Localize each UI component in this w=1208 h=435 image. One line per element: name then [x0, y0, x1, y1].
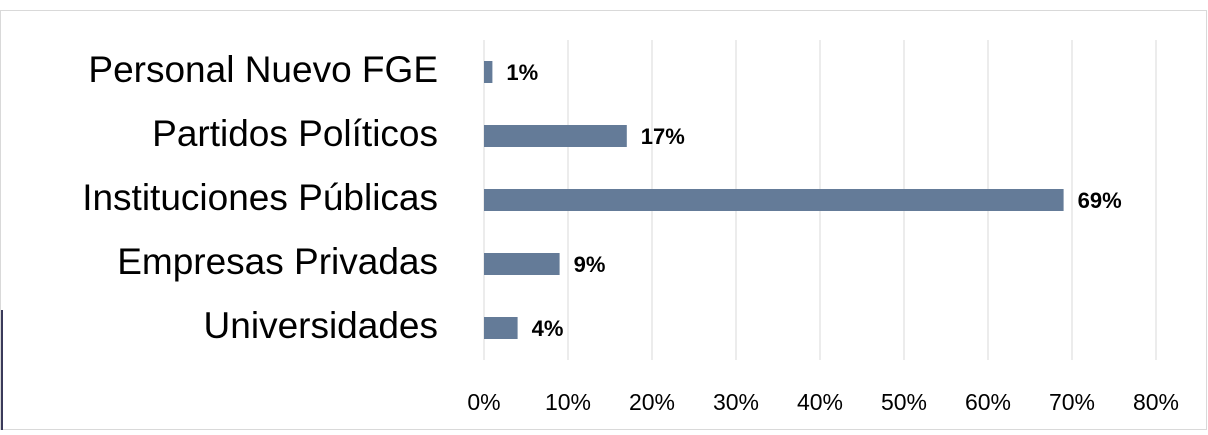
x-tick-label: 70% [1049, 389, 1095, 415]
x-tick-label: 60% [965, 389, 1011, 415]
x-tick-label: 0% [467, 389, 500, 415]
x-tick-label: 80% [1133, 389, 1179, 415]
x-tick-label: 30% [713, 389, 759, 415]
data-label: 4% [532, 316, 564, 341]
data-label: 9% [574, 252, 606, 277]
x-tick-label: 20% [629, 389, 675, 415]
y-tick-label: Partidos Políticos [152, 113, 438, 154]
y-tick-label: Personal Nuevo FGE [88, 49, 438, 90]
x-tick-label: 50% [881, 389, 927, 415]
bar [484, 317, 518, 339]
bar [484, 189, 1064, 211]
bar [484, 61, 493, 83]
bar [484, 125, 627, 147]
bar [484, 253, 560, 275]
x-tick-label: 10% [545, 389, 591, 415]
data-label: 17% [641, 124, 685, 149]
y-tick-label: Instituciones Públicas [82, 177, 438, 218]
x-tick-label: 40% [797, 389, 843, 415]
data-label: 1% [506, 60, 538, 85]
data-label: 69% [1078, 188, 1122, 213]
y-tick-label: Universidades [204, 305, 438, 346]
y-tick-label: Empresas Privadas [117, 241, 438, 282]
